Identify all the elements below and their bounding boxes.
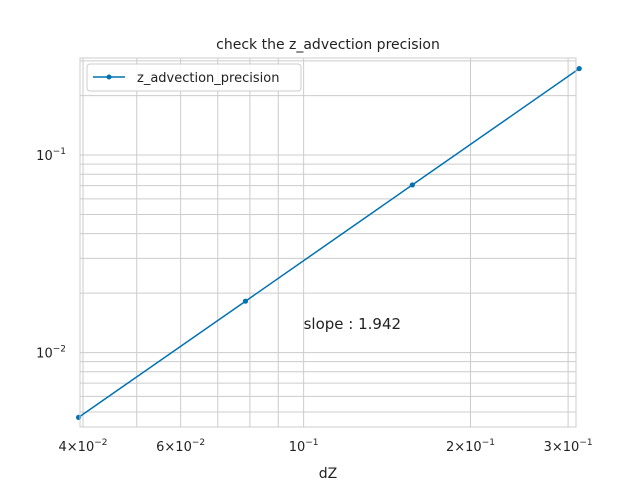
series-layer — [75, 65, 582, 420]
x-tick-labels: 4×10−2 6×10−2 10−1 2×10−1 3×10−1 — [59, 438, 593, 455]
legend-marker-sample — [106, 74, 112, 80]
data-point — [409, 182, 415, 188]
data-point — [576, 65, 582, 72]
y-tick-labels: 10−1 10−2 — [36, 147, 66, 362]
plot-area — [80, 58, 576, 427]
legend-box — [86, 63, 302, 92]
plot-frame — [79, 57, 577, 428]
y-tick-label: 10−2 — [36, 345, 66, 362]
slope-annotation: slope : 1.942 — [304, 315, 401, 333]
series-line — [78, 67, 580, 418]
x-tick-label: 3×10−1 — [544, 438, 593, 455]
data-point — [242, 298, 249, 304]
x-tick-label: 6×10−2 — [156, 438, 205, 455]
legend-entry-label: z_advection_precision — [137, 71, 279, 86]
x-axis-label: dZ — [319, 466, 337, 480]
chart-title: check the z_advection precision — [216, 37, 440, 53]
x-tick-label: 2×10−1 — [446, 438, 495, 455]
y-tick-label: 10−1 — [36, 147, 66, 164]
x-tick-label: 4×10−2 — [59, 438, 108, 455]
legend: z_advection_precision — [86, 63, 302, 92]
grid — [80, 58, 576, 427]
annotations: slope : 1.942 — [304, 315, 401, 333]
x-tick-label: 10−1 — [289, 438, 319, 455]
